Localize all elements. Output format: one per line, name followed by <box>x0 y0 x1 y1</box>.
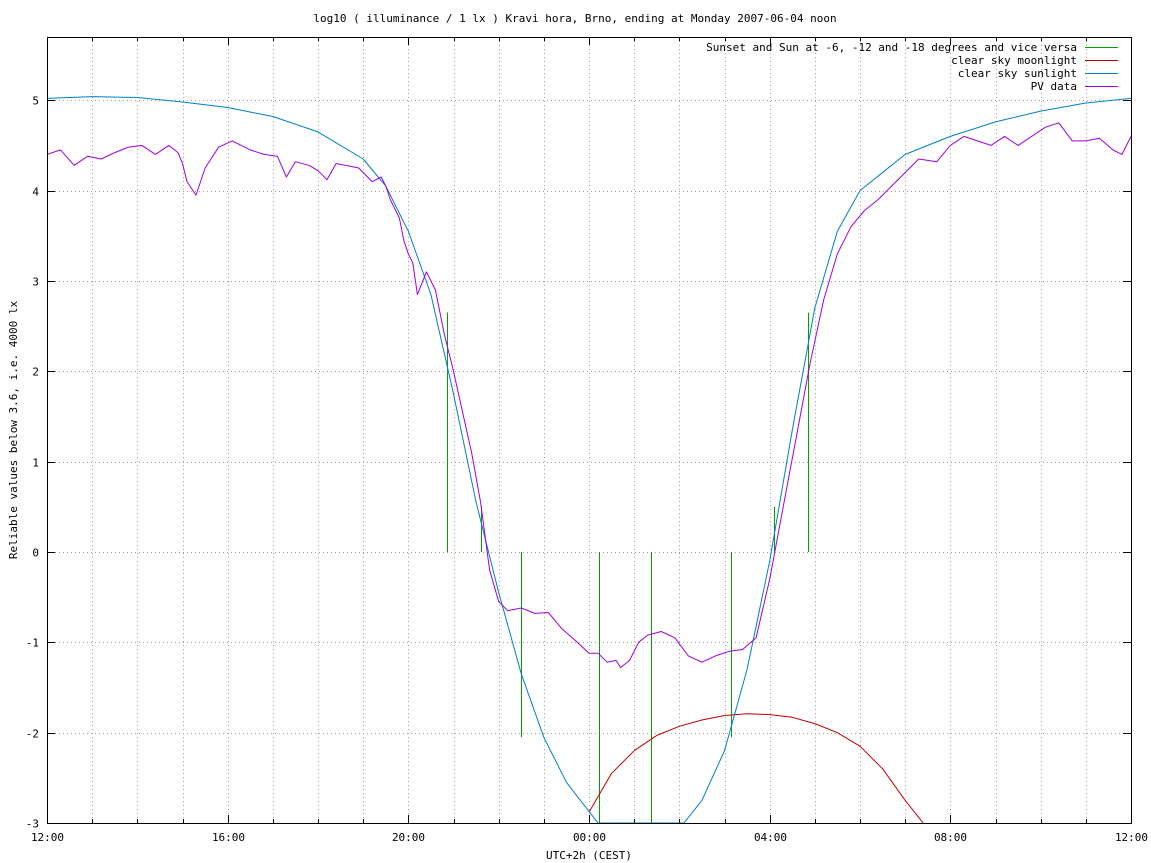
y-tick-label: 4 <box>32 186 39 199</box>
chart-title: log10 ( illuminance / 1 lx ) Kravi hora,… <box>313 12 836 25</box>
grid <box>47 37 1131 823</box>
series-2 <box>47 96 1131 823</box>
y-tick-label: 3 <box>32 276 39 289</box>
legend-label: clear sky moonlight <box>951 54 1077 67</box>
y-axis-label: Reliable values below 3.6, i.e. 4000 lx <box>7 300 20 559</box>
y-tick-label: 5 <box>32 95 39 108</box>
x-axis-ticks: 12:00 16:00 20:00 00:00 04:00 08:00 12:00 <box>31 37 1148 844</box>
x-tick-label: 16:00 <box>212 831 245 844</box>
series-line <box>47 122 1131 669</box>
x-tick-label: 12:00 <box>31 831 64 844</box>
y-tick-label: -3 <box>26 818 39 831</box>
x-tick-label: 08:00 <box>934 831 967 844</box>
series-0 <box>447 312 809 823</box>
legend-label: Sunset and Sun at -6, -12 and -18 degree… <box>706 41 1077 54</box>
legend-label: PV data <box>1031 80 1077 93</box>
y-tick-label: 1 <box>32 457 39 470</box>
y-tick-label: -1 <box>26 637 39 650</box>
legend-label: clear sky sunlight <box>958 67 1077 80</box>
y-tick-label: 2 <box>32 366 39 379</box>
series-line <box>588 713 924 823</box>
series-3 <box>47 122 1131 669</box>
x-tick-label: 20:00 <box>392 831 425 844</box>
x-tick-label: 04:00 <box>754 831 787 844</box>
x-tick-label: 12:00 <box>1115 831 1148 844</box>
x-tick-label: 00:00 <box>573 831 606 844</box>
y-tick-label: 0 <box>32 547 39 560</box>
plot-area <box>47 96 1131 823</box>
series-1 <box>588 713 924 823</box>
y-tick-label: -2 <box>26 728 39 741</box>
x-axis-label: UTC+2h (CEST) <box>546 849 632 862</box>
plot-frame <box>47 37 1132 824</box>
legend: Sunset and Sun at -6, -12 and -18 degree… <box>706 41 1118 93</box>
series-line <box>47 96 1131 823</box>
